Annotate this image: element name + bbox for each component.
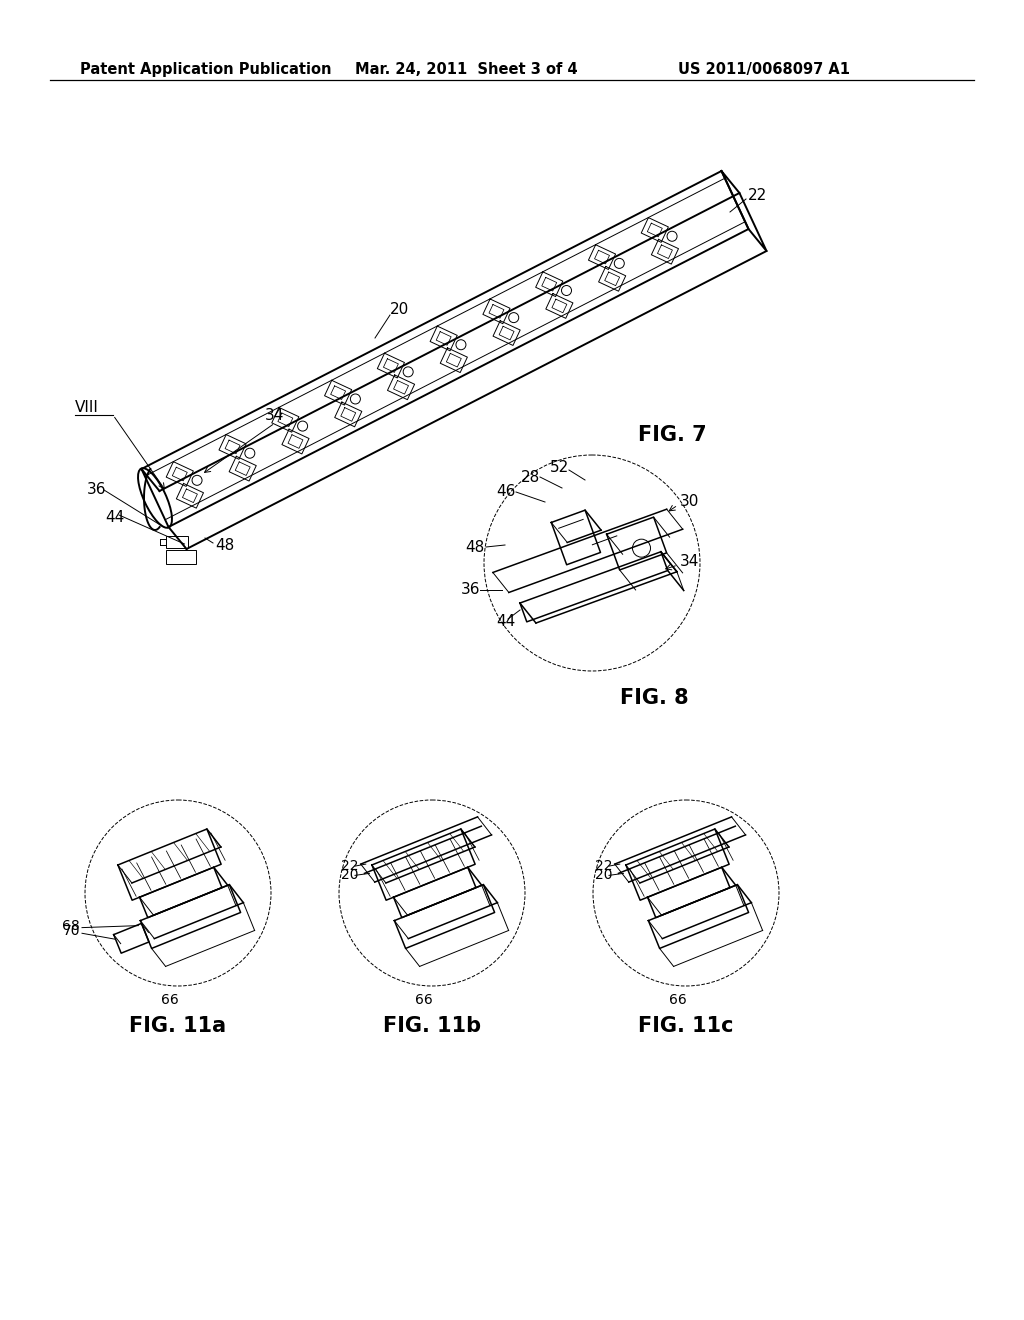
Text: 34: 34 [680,554,699,569]
Text: FIG. 11c: FIG. 11c [638,1016,734,1036]
Text: 44: 44 [105,511,124,525]
Text: 28: 28 [521,470,540,484]
Text: 36: 36 [87,483,106,498]
Text: 20: 20 [595,869,612,882]
Text: VIII: VIII [75,400,99,416]
Text: 70: 70 [62,924,80,939]
Text: 36: 36 [461,582,480,598]
Text: FIG. 11a: FIG. 11a [129,1016,226,1036]
Text: 52: 52 [550,459,569,474]
Text: 20: 20 [390,302,410,318]
Text: 30: 30 [680,495,699,510]
Text: 22: 22 [748,189,767,203]
Text: 66: 66 [161,993,179,1007]
Text: 66: 66 [669,993,687,1007]
Text: 68: 68 [62,919,80,933]
Text: US 2011/0068097 A1: US 2011/0068097 A1 [678,62,850,77]
Text: Mar. 24, 2011  Sheet 3 of 4: Mar. 24, 2011 Sheet 3 of 4 [355,62,578,77]
Text: FIG. 8: FIG. 8 [620,688,688,708]
Text: 44: 44 [496,615,515,630]
Text: 34: 34 [265,408,285,422]
Text: 48: 48 [215,539,234,553]
Text: FIG. 7: FIG. 7 [638,425,707,445]
Text: 20: 20 [341,869,358,882]
Text: 48: 48 [465,540,484,554]
Text: 22: 22 [595,859,612,873]
Text: 66: 66 [415,993,433,1007]
Text: 46: 46 [497,484,516,499]
Text: 22: 22 [341,859,358,873]
Text: FIG. 11b: FIG. 11b [383,1016,481,1036]
Text: Patent Application Publication: Patent Application Publication [80,62,332,77]
